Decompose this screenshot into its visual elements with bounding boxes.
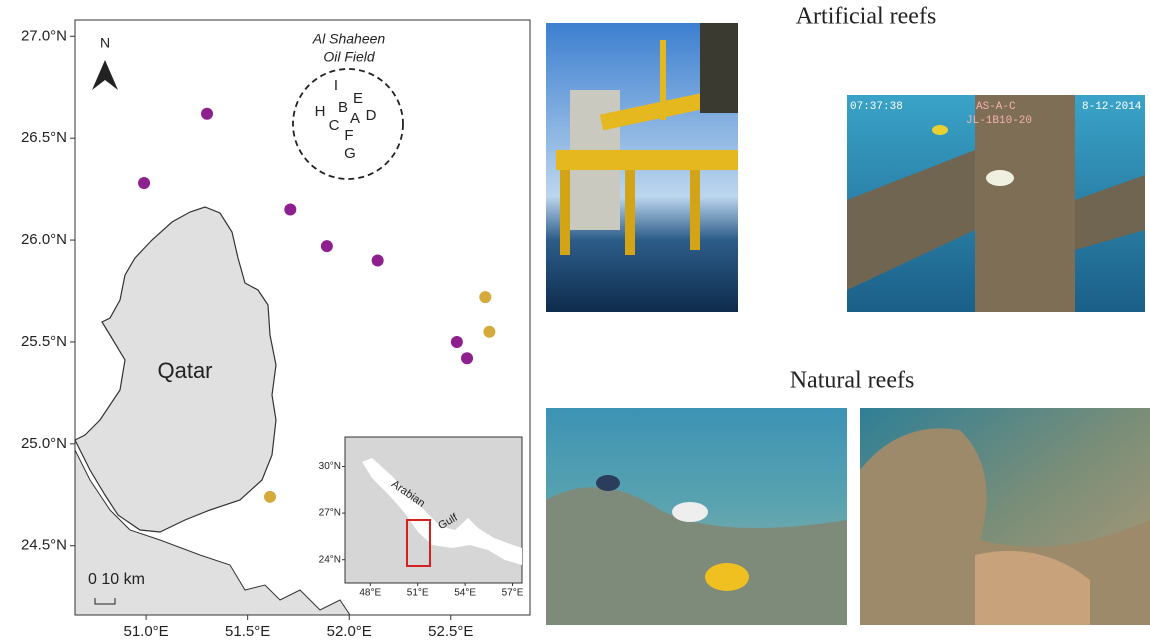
photo-platform — [546, 23, 739, 312]
north-arrow — [92, 60, 118, 90]
y-tick-label: 24.5°N — [21, 537, 67, 554]
inset-x-tick-label: 54°E — [454, 588, 476, 599]
oil-field-subtitle: Oil Field — [323, 49, 376, 65]
inset-x-tick-label: 57°E — [502, 588, 524, 599]
oil-field-letter: C — [329, 117, 340, 134]
oil-field-letter: D — [366, 107, 377, 124]
oil-field-letter: G — [344, 145, 356, 162]
mainland — [75, 449, 351, 615]
gulf-water — [362, 458, 522, 565]
photo-underwater-structure — [847, 95, 1145, 312]
y-tick-label: 25.0°N — [21, 435, 67, 452]
inset-y-tick-label: 30°N — [319, 461, 341, 472]
photo-natural-reef-2 — [860, 408, 1150, 625]
oil-field-letter: I — [334, 77, 338, 94]
north-label: N — [100, 35, 110, 51]
inset-x-tick-label: 51°E — [407, 588, 429, 599]
photo-overlay-text: AS-A-C — [976, 101, 1016, 113]
section-title: Artificial reefs — [796, 4, 937, 30]
oil-field-letter: H — [315, 103, 326, 120]
y-tick-label: 26.0°N — [21, 231, 67, 248]
study-area-box — [406, 519, 431, 567]
inset-map: Arabian Gulf — [344, 436, 523, 584]
site-point — [461, 352, 474, 365]
oil-field-letter: F — [344, 127, 353, 144]
x-tick-label: 51.5°E — [225, 623, 270, 640]
oil-field-boundary — [292, 68, 404, 180]
qatar — [75, 206, 277, 533]
site-point — [320, 240, 333, 253]
y-tick-label: 26.5°N — [21, 129, 67, 146]
photo-overlay-text: 8-12-2014 — [1082, 101, 1142, 113]
site-point — [284, 203, 297, 216]
x-tick-label: 51.0°E — [123, 623, 168, 640]
inset-y-tick-label: 27°N — [319, 508, 341, 519]
oil-field-letter: E — [353, 90, 363, 107]
scale-label: 0 10 km — [88, 571, 145, 588]
photo-natural-reef-1 — [546, 408, 847, 625]
inset-y-tick-label: 24°N — [319, 554, 341, 565]
site-point — [371, 254, 384, 267]
site-point — [450, 335, 463, 348]
oil-field-letter: B — [338, 99, 348, 116]
site-point — [479, 291, 492, 304]
country-label: Qatar — [157, 358, 212, 383]
inset-x-tick-label: 48°E — [359, 588, 381, 599]
photo-overlay-text: JL-1B10-20 — [966, 115, 1032, 127]
y-tick-label: 27.0°N — [21, 27, 67, 44]
oil-field-title: Al Shaheen — [312, 31, 386, 47]
photo-overlay-text: 07:37:38 — [850, 101, 903, 113]
scale-bar — [94, 598, 116, 605]
x-tick-label: 52.5°E — [428, 623, 473, 640]
oil-field-letter: A — [350, 110, 360, 127]
site-point — [201, 107, 214, 120]
x-tick-label: 52.0°E — [327, 623, 372, 640]
main-map: Qatar N 0 10 km Al Shaheen Oil Field — [74, 19, 531, 616]
site-point — [483, 325, 496, 338]
section-title: Natural reefs — [790, 368, 915, 394]
site-point — [138, 177, 151, 190]
site-point — [264, 490, 276, 503]
y-tick-label: 25.5°N — [21, 333, 67, 350]
